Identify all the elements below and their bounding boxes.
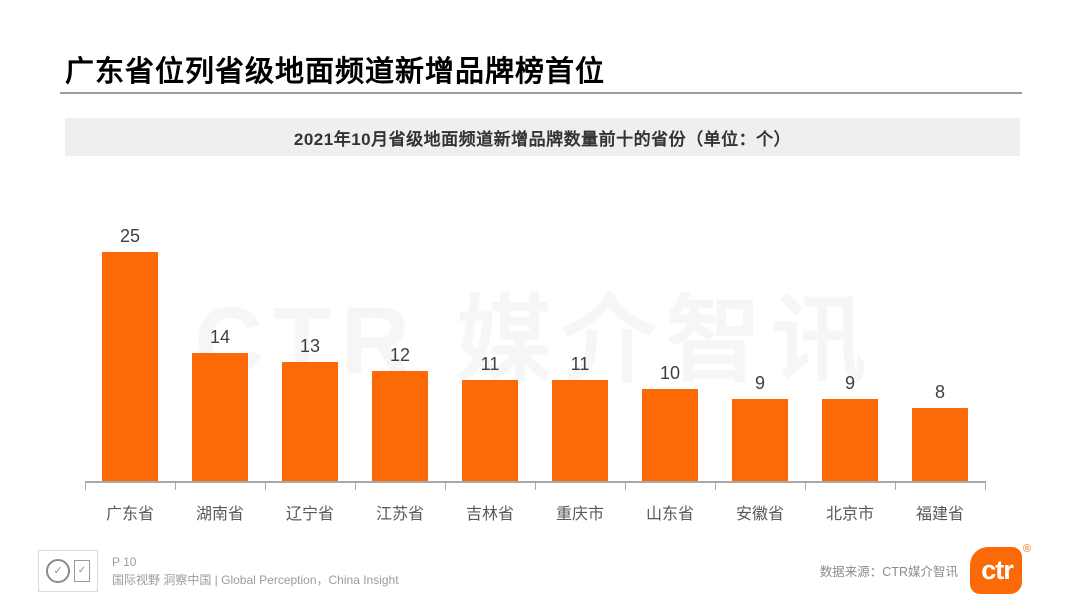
x-axis-label: 湖南省 bbox=[195, 506, 244, 523]
certification-badges: ✓ ✓ bbox=[38, 549, 98, 592]
bar-column: 12 bbox=[355, 345, 445, 481]
bar-column: 8 bbox=[895, 382, 985, 481]
bar-column: 9 bbox=[805, 373, 895, 481]
title-divider bbox=[60, 92, 1022, 94]
bar-value-label: 11 bbox=[570, 354, 590, 374]
bar bbox=[912, 408, 968, 481]
x-axis-label: 江苏省 bbox=[375, 506, 424, 523]
bar-column: 10 bbox=[625, 363, 715, 481]
bar-column: 14 bbox=[175, 327, 265, 481]
bar-column: 11 bbox=[535, 354, 625, 481]
ctr-logo-text: ctr bbox=[981, 555, 1014, 585]
bar-value-label: 9 bbox=[844, 373, 855, 393]
bar-value-label: 25 bbox=[119, 226, 141, 246]
sgs-certification-icon: ✓ bbox=[46, 558, 70, 583]
bar bbox=[372, 371, 428, 481]
chart-subtitle: 2021年10月省级地面频道新增品牌数量前十的省份（单位：个） bbox=[293, 129, 792, 149]
footer-tagline: 国际视野 洞察中国 | Global Perception，China Insi… bbox=[112, 572, 399, 587]
bar bbox=[102, 252, 158, 481]
bar-value-label: 10 bbox=[659, 363, 681, 383]
footer-texts: P 10 国际视野 洞察中国 | Global Perception，China… bbox=[112, 553, 399, 589]
data-source: 数据来源：CTR媒介智讯 bbox=[819, 565, 958, 579]
bar-value-label: 9 bbox=[754, 373, 765, 393]
plot-area: 25 14 13 12 11 11 10 9 9 8 bbox=[85, 222, 985, 481]
x-axis bbox=[85, 481, 986, 490]
x-axis-labels: 广东省 湖南省 辽宁省 江苏省 吉林省 重庆市 山东省 安徽省 北京市 福建省 bbox=[85, 500, 985, 524]
footer-left: ✓ ✓ P 10 国际视野 洞察中国 | Global Perception，C… bbox=[38, 549, 399, 592]
x-axis-label: 吉林省 bbox=[465, 506, 514, 523]
bar bbox=[462, 380, 518, 481]
bar-value-label: 14 bbox=[209, 327, 231, 347]
bar-value-label: 11 bbox=[480, 354, 500, 374]
page-title: 广东省位列省级地面频道新增品牌榜首位 bbox=[65, 56, 606, 88]
x-axis-label: 安徽省 bbox=[735, 506, 784, 523]
bar-value-label: 13 bbox=[299, 336, 321, 356]
bar-value-label: 12 bbox=[389, 345, 411, 365]
chart-subtitle-band: 2021年10月省级地面频道新增品牌数量前十的省份（单位：个） bbox=[65, 118, 1020, 156]
bar bbox=[552, 380, 608, 481]
bar-column: 11 bbox=[445, 354, 535, 481]
ctr-logo: ctr ® bbox=[970, 543, 1031, 594]
x-axis-label: 辽宁省 bbox=[285, 506, 334, 523]
bar-chart: CTR 媒介智讯 25 14 13 12 11 11 10 9 9 8 广东省 湖南省 辽宁省 江苏省吉… bbox=[85, 222, 986, 524]
x-axis-label: 山东省 bbox=[645, 506, 694, 523]
bar-column: 13 bbox=[265, 336, 355, 481]
bar-column: 25 bbox=[85, 226, 175, 481]
bar bbox=[732, 399, 788, 481]
bar-value-label: 8 bbox=[934, 382, 945, 402]
x-axis-label: 重庆市 bbox=[555, 506, 604, 523]
bar bbox=[822, 399, 878, 481]
footer: ✓ ✓ P 10 国际视野 洞察中国 | Global Perception，C… bbox=[38, 543, 1031, 594]
x-axis-label: 福建省 bbox=[915, 506, 964, 523]
x-axis-label: 广东省 bbox=[105, 506, 154, 523]
footer-right: 数据来源：CTR媒介智讯 ctr ® bbox=[819, 543, 1031, 594]
bar bbox=[282, 362, 338, 481]
ukas-certification-icon: ✓ bbox=[74, 559, 90, 582]
registered-trademark-icon: ® bbox=[1022, 543, 1031, 555]
bar-column: 9 bbox=[715, 373, 805, 481]
bar bbox=[642, 389, 698, 481]
x-axis-label: 北京市 bbox=[825, 506, 874, 523]
bar bbox=[192, 353, 248, 481]
page-number: P 10 bbox=[112, 554, 137, 569]
